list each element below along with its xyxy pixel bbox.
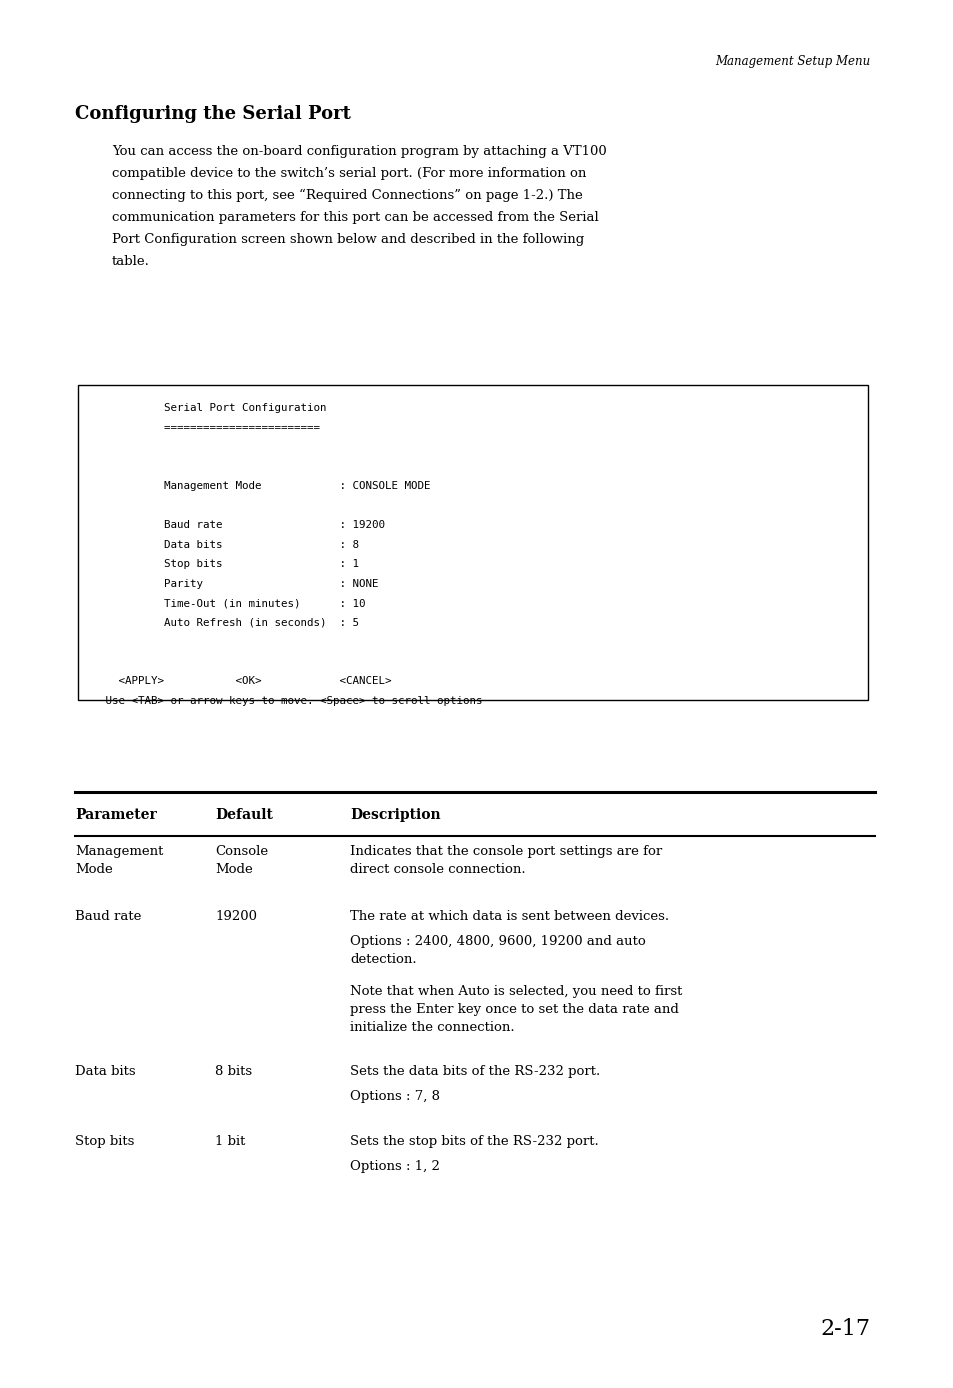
Text: You can access the on-board configuration program by attaching a VT100: You can access the on-board configuratio… (112, 144, 606, 158)
Text: 19200: 19200 (214, 911, 256, 923)
Text: 1 bit: 1 bit (214, 1135, 245, 1148)
Text: Note that when Auto is selected, you need to first
press the Enter key once to s: Note that when Auto is selected, you nee… (350, 985, 681, 1034)
Text: Data bits: Data bits (75, 1065, 135, 1078)
Text: The rate at which data is sent between devices.: The rate at which data is sent between d… (350, 911, 668, 923)
Text: Port Configuration screen shown below and described in the following: Port Configuration screen shown below an… (112, 233, 583, 246)
Text: Sets the data bits of the RS-232 port.: Sets the data bits of the RS-232 port. (350, 1065, 599, 1078)
Text: Options : 1, 2: Options : 1, 2 (350, 1160, 439, 1173)
Text: Configuring the Serial Port: Configuring the Serial Port (75, 105, 351, 124)
Text: Sets the stop bits of the RS-232 port.: Sets the stop bits of the RS-232 port. (350, 1135, 598, 1148)
Text: Indicates that the console port settings are for
direct console connection.: Indicates that the console port settings… (350, 845, 661, 876)
Text: Baud rate: Baud rate (75, 911, 141, 923)
Text: Time-Out (in minutes)      : 10: Time-Out (in minutes) : 10 (86, 598, 365, 608)
Text: <APPLY>           <OK>            <CANCEL>: <APPLY> <OK> <CANCEL> (86, 676, 391, 686)
Text: Management Mode            : CONSOLE MODE: Management Mode : CONSOLE MODE (86, 482, 430, 491)
Text: 2-17: 2-17 (820, 1319, 869, 1339)
Text: Management Setup Menu: Management Setup Menu (714, 56, 869, 68)
Text: Stop bits: Stop bits (75, 1135, 134, 1148)
Text: Management
Mode: Management Mode (75, 845, 163, 876)
Text: Options : 2400, 4800, 9600, 19200 and auto
detection.: Options : 2400, 4800, 9600, 19200 and au… (350, 936, 645, 966)
Text: Parity                     : NONE: Parity : NONE (86, 579, 378, 589)
Text: Console
Mode: Console Mode (214, 845, 268, 876)
Text: Serial Port Configuration: Serial Port Configuration (86, 403, 326, 414)
Text: Description: Description (350, 808, 440, 822)
Text: Baud rate                  : 19200: Baud rate : 19200 (86, 520, 385, 530)
Text: Options : 7, 8: Options : 7, 8 (350, 1090, 439, 1103)
Text: Stop bits                  : 1: Stop bits : 1 (86, 559, 358, 569)
Text: table.: table. (112, 255, 150, 268)
Text: compatible device to the switch’s serial port. (For more information on: compatible device to the switch’s serial… (112, 167, 586, 180)
Text: Data bits                  : 8: Data bits : 8 (86, 540, 358, 550)
Text: Parameter: Parameter (75, 808, 156, 822)
Text: 8 bits: 8 bits (214, 1065, 252, 1078)
Text: communication parameters for this port can be accessed from the Serial: communication parameters for this port c… (112, 211, 598, 223)
Text: Use <TAB> or arrow keys to move. <Space> to scroll options: Use <TAB> or arrow keys to move. <Space>… (86, 695, 482, 705)
Text: connecting to this port, see “Required Connections” on page 1-2.) The: connecting to this port, see “Required C… (112, 189, 582, 203)
Bar (78, 384, 867, 700)
Text: ========================: ======================== (86, 422, 319, 433)
Text: Default: Default (214, 808, 273, 822)
Text: Auto Refresh (in seconds)  : 5: Auto Refresh (in seconds) : 5 (86, 618, 358, 627)
